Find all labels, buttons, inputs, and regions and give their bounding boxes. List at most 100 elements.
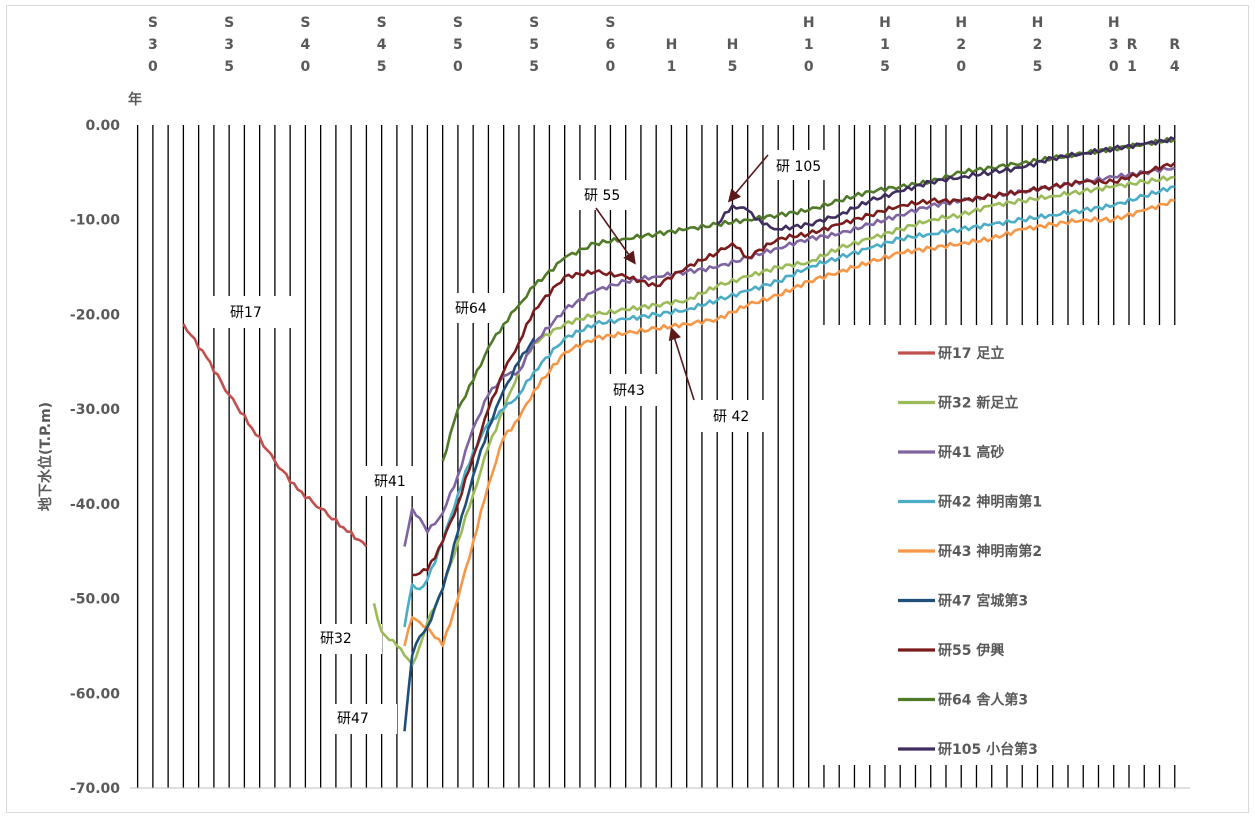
legend-label: 研43 神明南第2: [938, 543, 1042, 560]
x-tick-char: 4: [1170, 59, 1180, 75]
x-tick-char: S: [224, 15, 234, 31]
x-tick-char: 5: [529, 59, 539, 75]
x-tick-char: H: [803, 15, 815, 31]
x-tick-label: S 3 5: [224, 15, 234, 75]
x-tick-char: 0: [301, 59, 311, 75]
x-tick-char: S: [529, 15, 539, 31]
x-tick-char: 3: [148, 37, 158, 53]
x-tick-char: 1: [804, 37, 814, 53]
x-tick-char: 3: [1109, 37, 1119, 53]
x-tick-label: S 5 5: [529, 15, 539, 75]
x-tick-char: S: [605, 15, 615, 31]
x-tick-char: 5: [728, 59, 738, 75]
y-tick-label: -60.00: [70, 686, 120, 702]
series-line-6: [412, 161, 1176, 577]
x-tick-char: 1: [880, 37, 890, 53]
y-tick-label: -20.00: [70, 307, 120, 323]
x-tick-char: 0: [804, 59, 814, 75]
arrow-105: [727, 154, 769, 203]
y-axis-title: 地下水位(T.P.m): [37, 402, 54, 511]
x-tick-char: 0: [1109, 59, 1119, 75]
y-tick-label: -10.00: [70, 213, 120, 229]
annotation-bg: [445, 293, 517, 323]
x-tick-char: 0: [956, 59, 966, 75]
x-tick-char: 5: [1033, 59, 1043, 75]
legend-label: 研47 宮城第3: [938, 593, 1028, 610]
x-tick-label: R1: [1127, 37, 1138, 75]
x-tick-char: H: [879, 15, 891, 31]
annotation-bg: [768, 150, 838, 180]
x-tick-char: H: [666, 37, 678, 53]
x-tick-char: 5: [529, 37, 539, 53]
legend-label: 研55 伊興: [938, 642, 1004, 659]
annotation-bg: [600, 374, 670, 406]
series-line-4: [403, 198, 1176, 648]
x-tick-label: S 4 0: [300, 15, 310, 75]
annotation-bg: [690, 400, 770, 432]
series-lines: [182, 136, 1176, 732]
x-tick-label: H 1 0: [803, 15, 815, 75]
x-tick-char: 6: [606, 37, 616, 53]
annotation-label: 研32: [320, 631, 352, 647]
series-line-0: [182, 323, 368, 548]
annotation-bg: [310, 624, 382, 654]
legend-label: 研41 高砂: [938, 444, 1004, 461]
annotation-bg: [575, 180, 635, 210]
x-tick-char: 2: [956, 37, 966, 53]
y-tick-label: -30.00: [70, 402, 120, 418]
annotation-bg: [213, 296, 299, 328]
x-tick-char: H: [1032, 15, 1044, 31]
legend-label: 研64 舎人第3: [938, 692, 1028, 709]
legend-label: 研32 新足立: [938, 395, 1018, 412]
series-line-3: [403, 185, 1175, 628]
y-tick-label: -50.00: [70, 592, 120, 608]
annotation-label: 研41: [374, 474, 406, 490]
annotation-label: 研43: [613, 383, 645, 399]
x-tick-char: 1: [1127, 59, 1137, 75]
x-tick-label: H 3 0: [1108, 15, 1120, 75]
x-tick-char: 0: [148, 59, 158, 75]
x-tick-char: H: [955, 15, 967, 31]
x-tick-char: 3: [224, 37, 234, 53]
x-tick-label: S 5 0: [453, 15, 463, 75]
x-tick-label: H5: [727, 37, 739, 75]
y-tick-label: -40.00: [70, 497, 120, 513]
x-tick-label: S 4 5: [377, 15, 387, 75]
x-tick-char: S: [148, 15, 158, 31]
legend-label: 研105 小台第3: [938, 741, 1038, 758]
legend-label: 研42 神明南第1: [938, 494, 1042, 511]
x-tick-label: R4: [1169, 37, 1180, 75]
x-tick-char: 5: [224, 59, 234, 75]
annotation-bg: [362, 466, 422, 496]
series-line-5: [403, 337, 536, 732]
x-tick-char: R: [1127, 37, 1138, 53]
x-tick-char: S: [377, 15, 387, 31]
x-tick-char: 0: [606, 59, 616, 75]
x-tick-char: S: [453, 15, 463, 31]
x-tick-label: S 6 0: [605, 15, 615, 75]
annotation-label: 研 42: [713, 409, 749, 425]
x-tick-label: H 2 5: [1032, 15, 1044, 75]
legend-label: 研17 足立: [938, 345, 1004, 362]
x-tick-char: 4: [301, 37, 311, 53]
annotation-label: 研17: [230, 305, 262, 321]
legend-box: [810, 325, 1185, 765]
x-tick-label: H1: [666, 37, 678, 75]
x-tick-label: S 3 0: [148, 15, 158, 75]
x-tick-char: 0: [453, 59, 463, 75]
series-line-1: [372, 175, 1175, 667]
x-tick-char: 2: [1033, 37, 1043, 53]
annotation-label: 研 105: [776, 159, 821, 175]
y-tick-label: -70.00: [70, 781, 120, 797]
x-tick-char: 5: [880, 59, 890, 75]
x-tick-char: 4: [377, 37, 387, 53]
series-line-8: [716, 136, 1176, 231]
x-axis-title: 年: [128, 91, 142, 108]
annotation-label: 研 55: [584, 188, 620, 204]
annotation-label: 研47: [337, 711, 369, 727]
arrow-55: [595, 207, 636, 265]
annotation-label: 研64: [455, 301, 487, 317]
x-tick-label: H 1 5: [879, 15, 891, 75]
